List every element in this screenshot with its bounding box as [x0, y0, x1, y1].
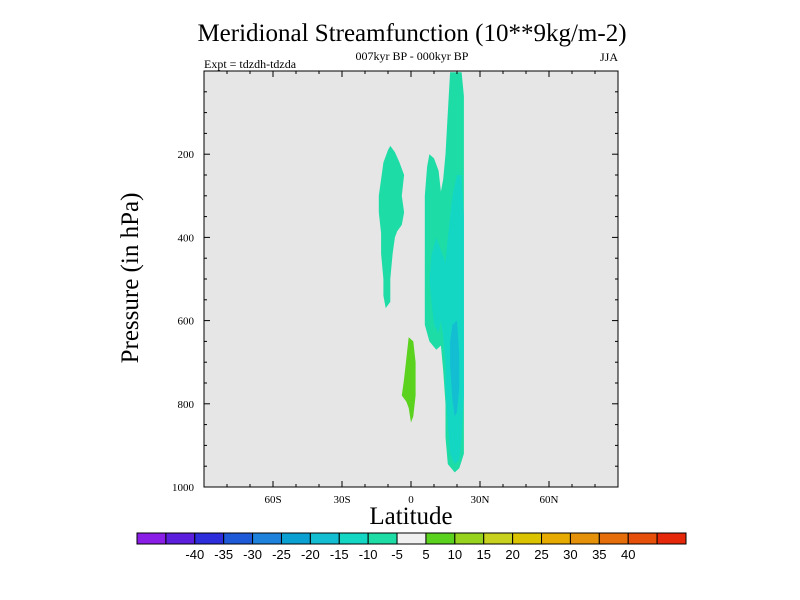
colorbar-label: 20 [505, 547, 519, 562]
axis-ticks: 60S 30S 0 30N 60N 200 400 600 800 1000 [172, 70, 619, 506]
chart-title: Meridional Streamfunction (10**9kg/m-2) [197, 20, 626, 47]
colorbar-label: -5 [391, 547, 403, 562]
region-upper-sh-lobe [378, 145, 405, 309]
colorbar-label: -10 [359, 547, 378, 562]
y-tick-label: 400 [178, 232, 195, 244]
colorbar-label: 35 [592, 547, 606, 562]
colorbar-label: -25 [272, 547, 291, 562]
colorbar-box [425, 532, 456, 545]
x-tick-label: 30S [333, 494, 350, 506]
x-tick-label: 30N [471, 494, 490, 506]
chart-subtitle-left: Expt = tdzdh-tdzda [204, 57, 297, 71]
colorbar-box [223, 532, 254, 545]
colorbar: -40 -35 -30 -25 -20 -15 -10 -5 5 10 15 20 25 30 35 40 [136, 532, 687, 562]
y-axis-label: Pressure (in hPa) [117, 193, 144, 364]
y-tick-label: 800 [178, 399, 195, 411]
colorbar-label: -15 [330, 547, 349, 562]
chart-subtitle-center: 007kyr BP - 000kyr BP [356, 49, 469, 63]
colorbar-box [338, 532, 369, 545]
colorbar-box [194, 532, 225, 545]
colorbar-box [280, 532, 311, 545]
colorbar-label: -20 [301, 547, 320, 562]
colorbar-label: 25 [534, 547, 548, 562]
contour-regions [378, 72, 464, 473]
colorbar-label: 30 [563, 547, 577, 562]
colorbar-box [136, 532, 167, 545]
x-axis-label: Latitude [369, 503, 452, 530]
y-tick-label: 1000 [172, 482, 195, 494]
colorbar-box [627, 532, 658, 545]
colorbar-box [396, 532, 427, 545]
region-lower-sh-positive [401, 337, 416, 423]
colorbar-label: -35 [214, 547, 233, 562]
chart-subtitle-right: JJA [600, 50, 618, 64]
y-tick-label: 200 [178, 149, 195, 161]
colorbar-box [598, 532, 629, 545]
colorbar-label: 5 [422, 547, 429, 562]
x-tick-label: 60S [264, 494, 281, 506]
colorbar-label: 10 [448, 547, 462, 562]
colorbar-box [483, 532, 514, 545]
colorbar-box [656, 532, 687, 545]
y-tick-label: 600 [178, 316, 195, 328]
colorbar-label: 40 [621, 547, 635, 562]
colorbar-label: 15 [477, 547, 491, 562]
colorbar-box [541, 532, 571, 545]
colorbar-box [367, 532, 398, 545]
colorbar-box [309, 532, 340, 545]
x-tick-label: 0 [408, 494, 414, 506]
colorbar-box [165, 532, 196, 545]
colorbar-box [512, 532, 543, 545]
plot-area [204, 71, 618, 487]
colorbar-label: -40 [185, 547, 204, 562]
x-tick-label: 60N [540, 494, 559, 506]
colorbar-box [569, 532, 600, 545]
colorbar-label: -30 [243, 547, 262, 562]
colorbar-box [454, 532, 485, 545]
region-main-nh-inner [450, 320, 460, 417]
colorbar-box [252, 532, 282, 545]
